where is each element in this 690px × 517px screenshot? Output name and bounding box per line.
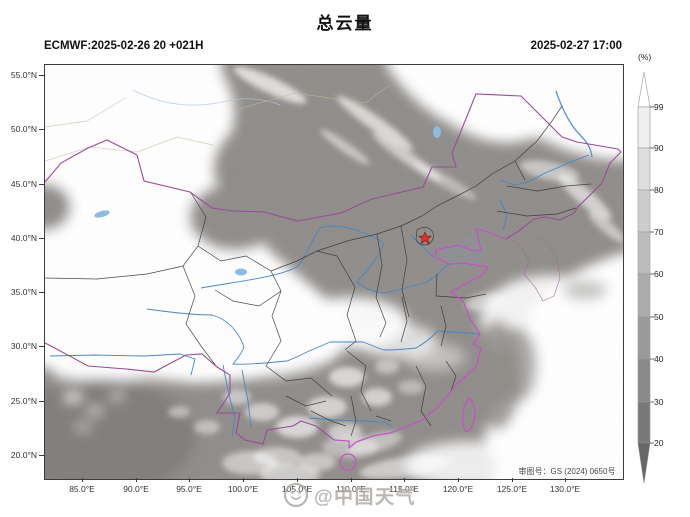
watermark-text: @中国天气 <box>314 486 417 508</box>
map-canvas <box>44 64 624 480</box>
colorbar-tick-label: 40 <box>654 354 664 364</box>
lon-axis-label: 100.0°E <box>227 484 259 494</box>
satellite-grain-texture <box>45 65 623 479</box>
foreign-borders <box>45 84 391 162</box>
colorbar-tick-label: 99 <box>654 102 664 112</box>
lat-axis-tick <box>39 401 44 402</box>
national-border <box>45 93 622 445</box>
lat-axis-tick <box>39 346 44 347</box>
weather-brand-logo-icon <box>283 482 309 508</box>
lat-axis-tick <box>39 184 44 185</box>
lat-axis-label: 25.0°N <box>10 396 37 406</box>
colorbar-tick-label: 70 <box>654 227 664 237</box>
lon-axis-label: 110.0°E <box>336 484 366 494</box>
lat-axis-tick <box>39 292 44 293</box>
lat-axis-label: 30.0°N <box>10 341 37 351</box>
colorbar-tick-label: 80 <box>654 185 664 195</box>
lon-axis-tick <box>82 478 83 482</box>
colorbar-unit: (%) <box>638 52 652 62</box>
lat-axis-label: 35.0°N <box>10 287 37 297</box>
colorbar-tick-label: 50 <box>654 312 664 322</box>
lon-axis-tick <box>351 478 352 482</box>
lon-axis-label: 85.0°E <box>69 484 95 494</box>
colorbar-scale <box>637 71 654 484</box>
lon-axis-label: 120.0°E <box>442 484 474 494</box>
lat-axis-tick <box>39 455 44 456</box>
valid-time-label: 2025-02-27 17:00 <box>530 40 622 52</box>
lon-axis-label: 105.0°E <box>281 484 313 494</box>
page-title: 总云量 <box>316 14 374 33</box>
lon-axis-tick <box>136 478 137 482</box>
lon-axis-label: 125.0°E <box>496 484 528 494</box>
lon-axis-label: 95.0°E <box>176 484 202 494</box>
province-borders <box>45 105 592 437</box>
lat-axis-label: 40.0°N <box>10 233 37 243</box>
taiwan-outline <box>462 397 476 432</box>
model-run-label: ECMWF:2025-02-26 20 +021H <box>44 40 204 52</box>
korea-coastline <box>510 235 561 302</box>
lon-axis-tick <box>512 478 513 482</box>
lon-axis-tick <box>404 478 405 482</box>
lat-axis-label: 55.0°N <box>10 70 37 80</box>
lon-axis-tick <box>243 478 244 482</box>
map-license-badge: 审图号：GS (2024) 0650号 <box>512 466 622 478</box>
lon-axis-label: 115.0°E <box>389 484 419 494</box>
lon-axis-tick <box>189 478 190 482</box>
lat-axis-label: 20.0°N <box>10 450 37 460</box>
colorbar-tick-label: 20 <box>654 438 664 448</box>
lon-axis-tick <box>297 478 298 482</box>
lon-axis-label: 90.0°E <box>123 484 149 494</box>
hainan-outline <box>339 453 357 471</box>
rivers-layer <box>49 90 593 438</box>
colorbar-tick-label: 90 <box>654 143 664 153</box>
cloud-cover-map <box>45 65 623 479</box>
lat-axis-tick <box>39 129 44 130</box>
watermark: @中国天气 <box>283 481 416 509</box>
lat-axis-label: 50.0°N <box>10 124 37 134</box>
beijing-star-icon <box>418 231 432 245</box>
coastline <box>333 228 561 471</box>
colorbar-tick-label: 60 <box>654 269 664 279</box>
lat-axis-tick <box>39 238 44 239</box>
lat-axis-label: 45.0°N <box>10 179 37 189</box>
lat-axis-tick <box>39 75 44 76</box>
lon-axis-tick <box>458 478 459 482</box>
colorbar-tick-label: 30 <box>654 397 664 407</box>
lon-axis-label: 130.0°E <box>549 484 581 494</box>
lon-axis-tick <box>565 478 566 482</box>
